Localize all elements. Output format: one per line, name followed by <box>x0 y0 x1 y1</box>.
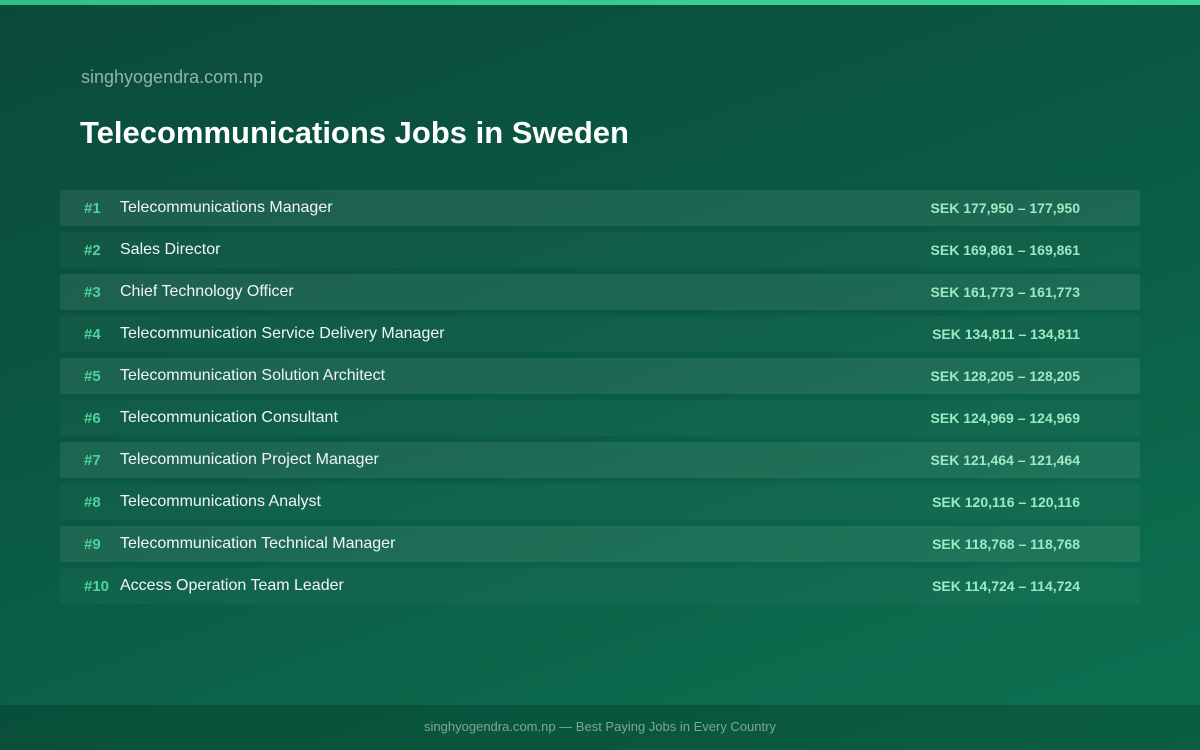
job-row: #2 Sales Director SEK 169,861 – 169,861 <box>60 232 1140 268</box>
footer-text: singhyogendra.com.np — Best Paying Jobs … <box>424 719 776 734</box>
job-title: Sales Director <box>120 241 221 258</box>
salary-range: SEK 177,950 – 177,950 <box>930 200 1080 216</box>
job-title: Telecommunications Manager <box>120 199 333 216</box>
job-list: #1 Telecommunications Manager SEK 177,950 … <box>60 190 1140 610</box>
job-title: Telecommunication Consultant <box>120 409 338 426</box>
job-title: Telecommunication Project Manager <box>120 451 379 468</box>
rank: #2 <box>84 242 101 259</box>
footer: singhyogendra.com.np — Best Paying Jobs … <box>0 705 1200 750</box>
rank: #3 <box>84 284 101 301</box>
page-title: Telecommunications Jobs in Sweden <box>80 115 629 150</box>
rank: #1 <box>84 200 101 217</box>
job-row: #9 Telecommunication Technical Manager SEK… <box>60 526 1140 562</box>
top-bar <box>0 0 1200 5</box>
job-row: #6 Telecommunication Consultant SEK 124,96… <box>60 400 1140 436</box>
job-title: Telecommunication Solution Architect <box>120 367 386 384</box>
salary-range: SEK 161,773 – 161,773 <box>930 284 1080 300</box>
job-row: #3 Chief Technology Officer SEK 161,773 – … <box>60 274 1140 310</box>
salary-range: SEK 114,724 – 114,724 <box>932 578 1080 594</box>
salary-range: SEK 169,861 – 169,861 <box>930 242 1080 258</box>
salary-range: SEK 118,768 – 118,768 <box>932 536 1080 552</box>
job-title: Access Operation Team Leader <box>120 577 344 594</box>
salary-range: SEK 124,969 – 124,969 <box>930 410 1080 426</box>
salary-range: SEK 121,464 – 121,464 <box>930 452 1080 468</box>
job-row: #10 Access Operation Team Leader SEK 114,7… <box>60 568 1140 604</box>
site-name: singhyogendra.com.np <box>81 67 264 87</box>
rank: #10 <box>84 578 110 595</box>
salary-range: SEK 134,811 – 134,811 <box>932 326 1080 342</box>
rank: #7 <box>84 452 101 469</box>
job-title: Telecommunications Analyst <box>120 493 321 510</box>
job-row: #5 Telecommunication Solution Architect SE… <box>60 358 1140 394</box>
job-title: Chief Technology Officer <box>120 283 294 300</box>
rank: #4 <box>84 326 101 343</box>
job-row: #7 Telecommunication Project Manager SEK 1… <box>60 442 1140 478</box>
job-row: #4 Telecommunication Service Delivery Man… <box>60 316 1140 352</box>
salary-range: SEK 128,205 – 128,205 <box>930 368 1080 384</box>
job-row: #1 Telecommunications Manager SEK 177,950 … <box>60 190 1140 226</box>
job-title: Telecommunication Technical Manager <box>120 535 396 552</box>
job-title: Telecommunication Service Delivery Manag… <box>120 325 445 342</box>
rank: #9 <box>84 536 101 553</box>
job-row: #8 Telecommunications Analyst SEK 120,116 … <box>60 484 1140 520</box>
rank: #8 <box>84 494 101 511</box>
rank: #5 <box>84 368 101 385</box>
salary-range: SEK 120,116 – 120,116 <box>932 494 1080 510</box>
rank: #6 <box>84 410 101 427</box>
